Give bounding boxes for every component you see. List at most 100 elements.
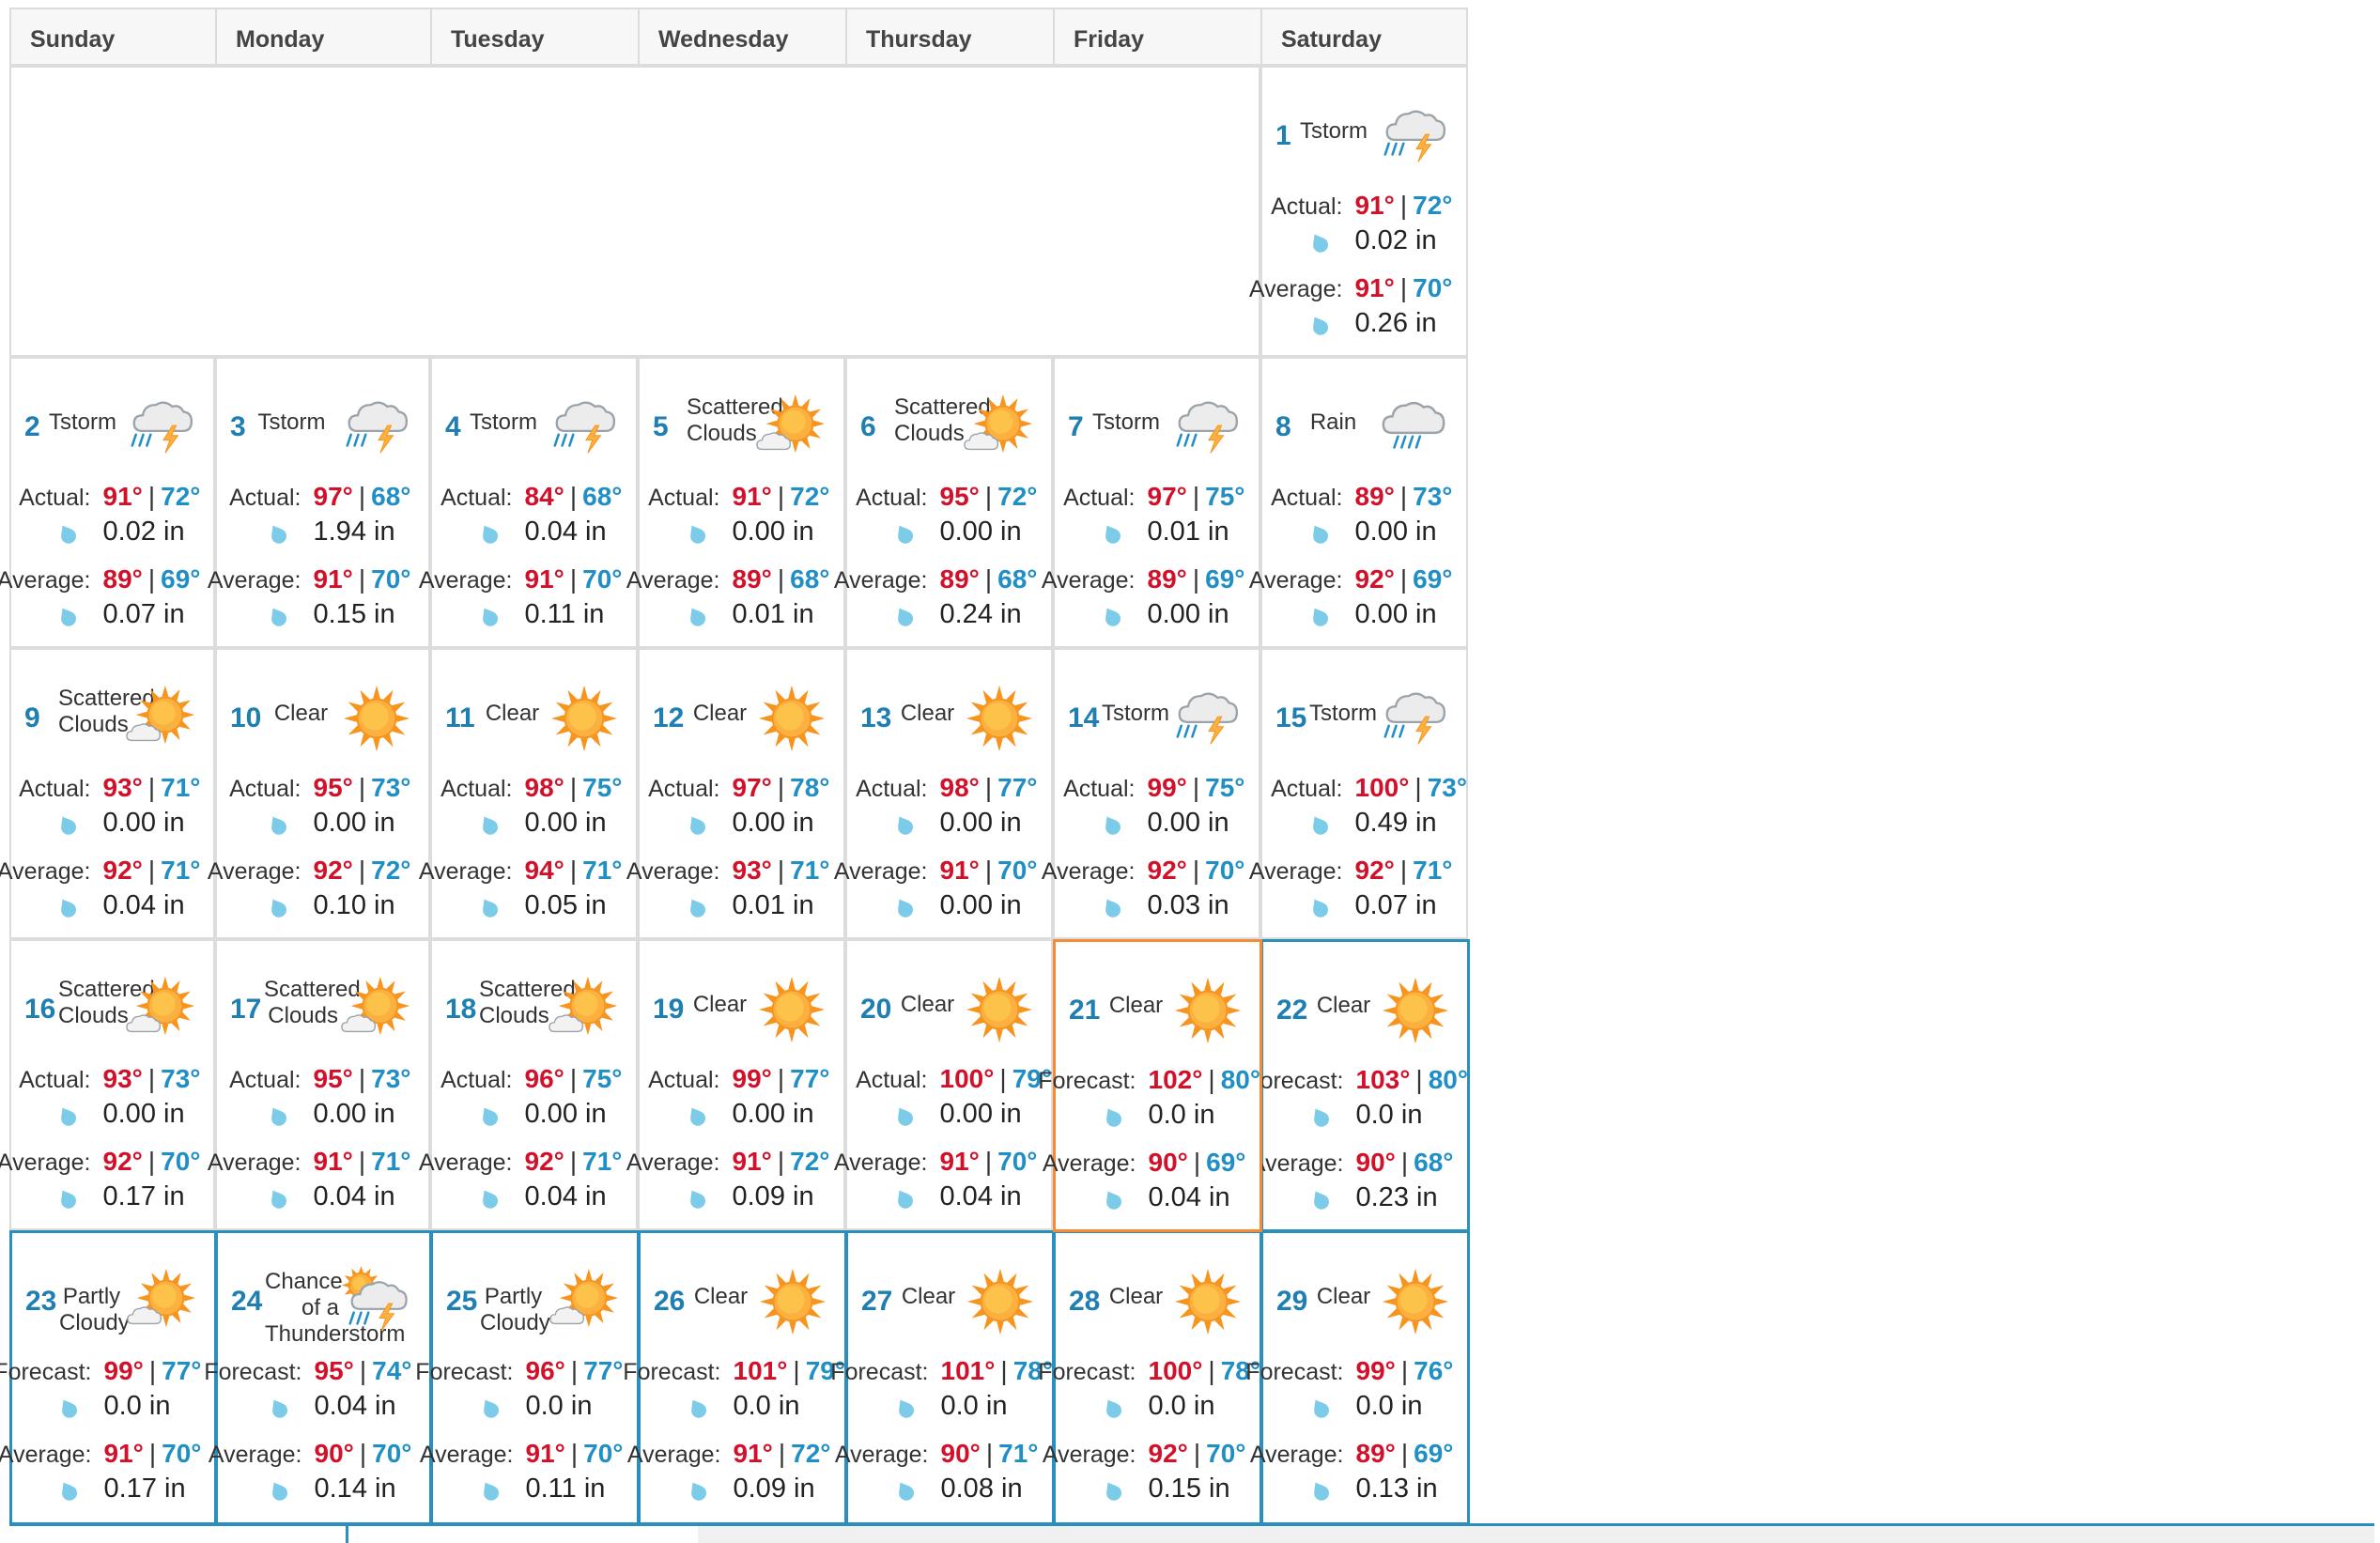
temp-separator: | [1415, 1065, 1423, 1094]
day-number: 21 [1069, 995, 1101, 1026]
temp-separator: | [1192, 482, 1200, 511]
day-cell[interactable]: 27 Clear Forecast: 101° | 78° 0.0 in Average: 90… [830, 1230, 1055, 1525]
raindrop-icon [270, 608, 286, 626]
temp-separator: | [570, 1356, 579, 1385]
average-low-temp: 70° [372, 1439, 412, 1468]
actual-high-temp: 96° [524, 1064, 564, 1093]
temp-separator: | [147, 773, 156, 802]
average-high-temp: 89° [939, 564, 980, 594]
temp-separator: | [1399, 856, 1408, 885]
day-number: 24 [231, 1286, 263, 1317]
average-precip: 0.26 in [1354, 308, 1437, 338]
condition-text: Clear [692, 701, 748, 726]
actual-low-temp: 78° [1220, 1356, 1261, 1385]
day-cell[interactable]: 5 Scattered Clouds Actual: 91° | 72° 0.00 in Av… [626, 357, 845, 648]
average-label: Average: [207, 567, 301, 594]
raindrop-icon [1105, 816, 1120, 835]
average-precip: 0.04 in [939, 1181, 1022, 1211]
day-cell[interactable]: 24 Chance of a Thunderstorm Forecast: 95° | 7… [204, 1230, 432, 1525]
actual-precip: 0.0 in [733, 1391, 800, 1421]
sun-cloud-icon [549, 976, 618, 1036]
condition-text: Tstorm [1102, 701, 1169, 726]
average-low-temp: 69° [161, 564, 201, 594]
day-cell[interactable]: 3 Tstorm Actual: 97° | 68° 1.94 in Average: 91° |… [208, 357, 430, 648]
temp-separator: | [984, 482, 993, 511]
actual-label: Forecast: [204, 1359, 302, 1385]
day-cell[interactable]: 18 Scattered Clouds Actual: 96° | 75° 0.00 in A… [419, 939, 638, 1230]
temp-separator: | [1400, 1356, 1409, 1385]
raindrop-icon [1105, 899, 1120, 918]
actual-high-temp: 99° [732, 1064, 772, 1093]
actual-high-temp: 84° [524, 482, 564, 511]
day-cell[interactable]: 11 Clear Actual: 98° | 75° 0.00 in Average: 94° |… [419, 648, 638, 939]
actual-label: Actual: [648, 1067, 720, 1093]
actual-low-temp: 73° [371, 773, 411, 802]
actual-high-temp: 100° [939, 1064, 995, 1093]
average-label: Average: [418, 567, 513, 594]
weekday-header-friday: Friday [1053, 8, 1260, 66]
day-cell[interactable]: 22 Clear Forecast: 103° | 80° 0.0 in Average: 90… [1245, 939, 1470, 1232]
temp-separator: | [1399, 482, 1408, 511]
raindrop-icon [1313, 1482, 1329, 1501]
condition-text: Clear [901, 1284, 956, 1309]
actual-high-temp: 99° [1355, 1356, 1396, 1385]
day-cell[interactable]: 16 Scattered Clouds Actual: 93° | 73° 0.00 in A… [0, 939, 215, 1230]
average-temps: 89° | 68° [940, 564, 1038, 594]
day-cell[interactable]: 1 Tstorm Actual: 91° | 72° 0.02 in Average: 91° |… [1249, 66, 1468, 357]
actual-precip: 0.0 in [525, 1391, 593, 1421]
average-temps: 93° | 71° [733, 856, 830, 886]
day-number: 28 [1069, 1286, 1101, 1317]
actual-temps: 95° | 73° [314, 1064, 411, 1094]
actual-low-temp: 72° [790, 482, 830, 511]
day-cell[interactable]: 2 Tstorm Actual: 91° | 72° 0.02 in Average: 89° |… [0, 357, 215, 648]
day-cell[interactable]: 23 Partly Cloudy Forecast: 99° | 77° 0.0 in Ave… [0, 1230, 217, 1525]
sun-tstorm-icon [341, 1265, 408, 1332]
actual-precip: 0.04 in [524, 517, 607, 547]
day-cell[interactable]: 21 Clear Forecast: 102° | 80° 0.0 in Average: 90… [1038, 939, 1262, 1232]
weekday-header-thursday: Thursday [845, 8, 1053, 66]
average-low-temp: 71° [371, 1147, 411, 1176]
day-cell[interactable]: 6 Scattered Clouds Actual: 95° | 72° 0.00 in Av… [834, 357, 1053, 648]
temp-separator: | [985, 1439, 994, 1468]
actual-precip: 0.00 in [939, 517, 1022, 547]
day-cell[interactable]: 26 Clear Forecast: 101° | 79° 0.0 in Average: 91… [623, 1230, 847, 1525]
actual-high-temp: 102° [1148, 1065, 1203, 1094]
day-cell[interactable]: 28 Clear Forecast: 100° | 78° 0.0 in Average: 92… [1038, 1230, 1262, 1525]
day-cell[interactable]: 7 Tstorm Actual: 97° | 75° 0.01 in Average: 89° |… [1042, 357, 1260, 648]
actual-low-temp: 72° [997, 482, 1038, 511]
temp-separator: | [358, 1064, 366, 1093]
actual-temps: 102° | 80° [1149, 1065, 1261, 1095]
day-number: 19 [653, 994, 685, 1025]
average-precip: 0.04 in [102, 890, 185, 920]
day-cell[interactable]: 20 Clear Actual: 100° | 79° 0.00 in Average: 91°… [834, 939, 1053, 1230]
raindrop-icon [482, 1190, 498, 1209]
day-cell[interactable]: 9 Scattered Clouds Actual: 93° | 71° 0.00 in Av… [0, 648, 215, 939]
average-precip: 0.11 in [525, 1474, 606, 1504]
day-cell[interactable]: 4 Tstorm Actual: 84° | 68° 0.04 in Average: 91° |… [419, 357, 638, 648]
day-cell[interactable]: 17 Scattered Clouds Actual: 95° | 73° 0.00 in A… [208, 939, 430, 1230]
average-label: Average: [207, 858, 301, 885]
day-cell[interactable]: 8 Rain Actual: 89° | 73° 0.00 in Average: 92° | 69… [1249, 357, 1468, 648]
raindrop-icon [1105, 1108, 1121, 1127]
day-cell[interactable]: 10 Clear Actual: 95° | 73° 0.00 in Average: 92° |… [208, 648, 430, 939]
day-number: 14 [1068, 702, 1100, 733]
day-number: 5 [653, 411, 669, 442]
actual-low-temp: 72° [161, 482, 201, 511]
average-low-temp: 70° [1205, 856, 1245, 885]
temp-separator: | [359, 1439, 367, 1468]
day-cell[interactable]: 19 Clear Actual: 99° | 77° 0.00 in Average: 91° |… [626, 939, 845, 1230]
average-label: Average: [833, 858, 928, 885]
day-cell[interactable]: 12 Clear Actual: 97° | 78° 0.00 in Average: 93° |… [626, 648, 845, 939]
average-low-temp: 70° [997, 856, 1038, 885]
day-cell[interactable]: 25 Partly Cloudy Forecast: 96° | 77° 0.0 in Ave… [415, 1230, 640, 1525]
day-cell[interactable]: 14 Tstorm Actual: 99° | 75° 0.00 in Average: 92°… [1042, 648, 1260, 939]
actual-low-temp: 68° [371, 482, 411, 511]
actual-temps: 100° | 78° [1149, 1356, 1261, 1386]
day-cell[interactable]: 13 Clear Actual: 98° | 77° 0.00 in Average: 91° |… [834, 648, 1053, 939]
day-cell[interactable]: 15 Tstorm Actual: 100° | 73° 0.49 in Average: 92… [1249, 648, 1468, 939]
day-cell[interactable]: 29 Clear Forecast: 99° | 76° 0.0 in Average: 89°… [1245, 1230, 1470, 1525]
actual-low-temp: 78° [1012, 1356, 1054, 1385]
actual-temps: 93° | 73° [103, 1064, 201, 1094]
temp-separator: | [1000, 1356, 1008, 1385]
condition-text: Clear [273, 701, 329, 726]
